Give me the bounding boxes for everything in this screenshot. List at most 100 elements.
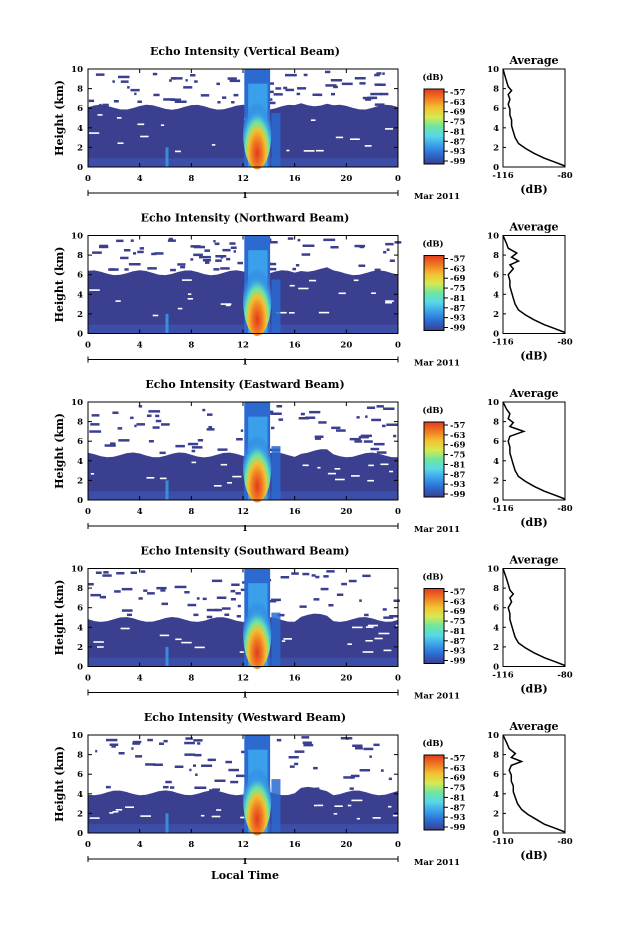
echo-speckle bbox=[102, 103, 109, 107]
echo-speckle bbox=[264, 600, 277, 603]
echo-speckle bbox=[328, 604, 334, 607]
echo-speckle bbox=[152, 72, 158, 76]
average-frame bbox=[502, 401, 566, 501]
echo-gap bbox=[385, 300, 394, 302]
echo-speckle bbox=[341, 82, 353, 86]
echo-speckle bbox=[160, 589, 166, 592]
echo-gap bbox=[159, 477, 167, 480]
x-tick-label: 12 bbox=[237, 507, 249, 517]
echo-speckle bbox=[276, 738, 282, 742]
echo-speckle bbox=[371, 418, 381, 422]
echo-speckle bbox=[266, 101, 276, 105]
echo-speckle bbox=[161, 602, 168, 606]
echo-gap bbox=[365, 626, 374, 628]
echo-speckle bbox=[313, 598, 320, 601]
echo-speckle bbox=[138, 405, 143, 408]
echo-speckle bbox=[280, 576, 290, 579]
y-tick-label: 4 bbox=[77, 124, 83, 134]
x-tick-label: 20 bbox=[340, 840, 352, 850]
echo-speckle bbox=[88, 583, 94, 586]
echo-speckle bbox=[320, 587, 329, 591]
avg-x-tick-label: -116 bbox=[492, 338, 513, 348]
average-xlabel: (dB) bbox=[520, 350, 547, 363]
x-tick-label: 20 bbox=[340, 341, 352, 351]
echo-speckle bbox=[367, 96, 378, 100]
average-profile-line bbox=[502, 734, 566, 833]
echo-speckle bbox=[131, 747, 134, 750]
echo-gap bbox=[159, 634, 170, 637]
echo-speckle bbox=[309, 410, 321, 414]
y-tick-label: 4 bbox=[77, 623, 83, 633]
average-title: Average bbox=[508, 387, 558, 400]
x-tick-label: 16 bbox=[289, 174, 301, 184]
echo-speckle bbox=[283, 86, 288, 90]
echo-speckle bbox=[220, 256, 224, 259]
y-tick-label: 10 bbox=[71, 565, 83, 575]
echo-speckle bbox=[147, 267, 157, 270]
y-tick-label: 10 bbox=[71, 731, 83, 741]
echo-speckle bbox=[359, 82, 366, 85]
echo-speckle bbox=[99, 244, 108, 248]
echo-speckle bbox=[165, 780, 172, 784]
echo-speckle bbox=[206, 428, 215, 431]
y-tick-label: 2 bbox=[77, 310, 83, 320]
echo-speckle bbox=[382, 424, 386, 428]
echo-gap bbox=[303, 150, 315, 152]
rain-core bbox=[243, 262, 272, 336]
echo-gap bbox=[378, 632, 390, 635]
echo-speckle bbox=[207, 413, 213, 416]
echo-speckle bbox=[275, 87, 282, 90]
panel-5: Echo Intensity (Westward Beam)0246810Hei… bbox=[53, 711, 573, 868]
echo-speckle bbox=[174, 100, 187, 103]
echo-speckle bbox=[205, 261, 210, 264]
echo-gap bbox=[191, 461, 197, 464]
near-surface-band bbox=[88, 657, 398, 667]
echo-speckle bbox=[190, 258, 194, 261]
echo-gap bbox=[364, 145, 372, 147]
echo-speckle bbox=[208, 426, 213, 429]
echo-speckle bbox=[333, 85, 338, 89]
y-tick-label: 0 bbox=[77, 330, 83, 340]
colorbar-label: (dB) bbox=[422, 738, 443, 749]
avg-x-tick-label: -116 bbox=[492, 171, 513, 181]
echo-speckle bbox=[132, 740, 142, 744]
echo-gap bbox=[93, 641, 104, 643]
echo-gap bbox=[327, 472, 336, 475]
date-month: Mar 2011 bbox=[414, 525, 460, 535]
colorbar bbox=[423, 88, 445, 165]
echo-speckle bbox=[352, 744, 363, 747]
echo-speckle bbox=[358, 264, 366, 267]
echo-speckle bbox=[233, 250, 236, 253]
echo-speckle bbox=[145, 763, 156, 766]
colorbar-tick-label: -69 bbox=[450, 607, 465, 617]
echo-speckle bbox=[233, 93, 239, 97]
echo-speckle bbox=[300, 412, 305, 416]
y-tick-label: 4 bbox=[77, 457, 83, 467]
x-tick-label: 0 bbox=[85, 341, 91, 351]
echo-gap bbox=[160, 124, 165, 126]
echo-gap bbox=[194, 646, 205, 649]
echo-gap bbox=[351, 799, 363, 802]
echo-speckle bbox=[350, 774, 360, 778]
echo-gap bbox=[388, 805, 392, 808]
echo-speckle bbox=[365, 98, 371, 101]
avg-y-tick-label: 8 bbox=[493, 251, 499, 261]
echo-speckle bbox=[349, 437, 361, 441]
echo-speckle bbox=[201, 764, 213, 767]
x-tick-label: 0 bbox=[85, 674, 91, 684]
echo-gap bbox=[89, 289, 100, 291]
colorbar-tick-label: -99 bbox=[450, 157, 465, 167]
avg-y-tick-label: 8 bbox=[493, 418, 499, 428]
x-axis-label: Local Time bbox=[211, 869, 279, 882]
echo-speckle bbox=[311, 574, 316, 577]
echo-speckle bbox=[369, 755, 372, 758]
echo-speckle bbox=[137, 250, 144, 254]
date-month: Mar 2011 bbox=[414, 692, 460, 702]
echo-speckle bbox=[140, 570, 146, 573]
echo-speckle bbox=[195, 773, 198, 776]
y-tick-label: 6 bbox=[77, 437, 83, 447]
echo-gap bbox=[90, 473, 95, 475]
echo-speckle bbox=[207, 758, 216, 762]
echo-speckle bbox=[331, 426, 341, 430]
x-tick-label: 8 bbox=[188, 174, 194, 184]
